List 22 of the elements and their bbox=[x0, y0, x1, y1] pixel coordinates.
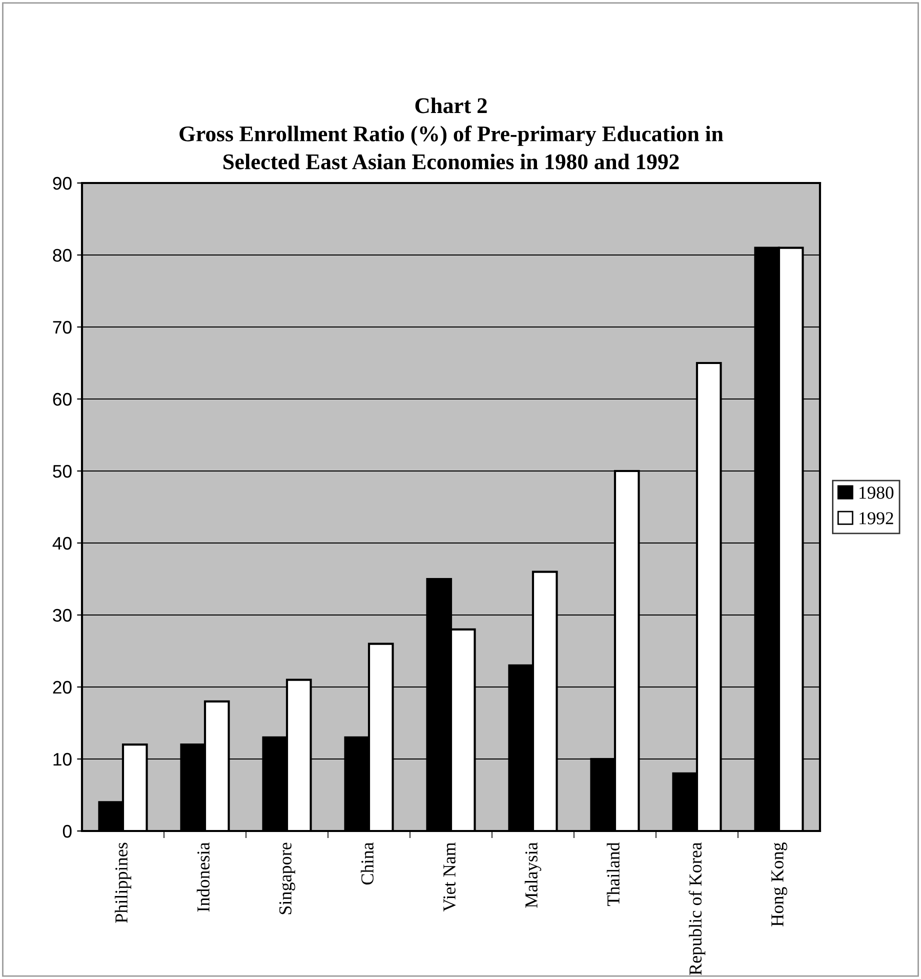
legend-label: 1992 bbox=[860, 512, 894, 524]
legend-label: 1980 bbox=[860, 486, 894, 499]
x-tick-label: Hong Kong bbox=[771, 842, 788, 926]
x-tick-label: Thailand bbox=[606, 842, 620, 906]
y-tick-label: 60 bbox=[53, 392, 72, 406]
x-tick-label: Viet Nam bbox=[443, 842, 456, 912]
y-tick-label: 80 bbox=[52, 248, 72, 262]
y-tick-label: 10 bbox=[54, 752, 72, 766]
y-tick-label: 30 bbox=[52, 608, 72, 622]
x-tick-label: Philippines bbox=[114, 842, 132, 923]
x-tick-label: China bbox=[360, 842, 374, 884]
x-tick-label: Malaysia bbox=[524, 842, 542, 908]
y-tick-label: 40 bbox=[52, 536, 72, 550]
y-tick-label: 20 bbox=[53, 680, 72, 694]
y-tick-label: 90 bbox=[53, 176, 72, 190]
y-tick-label: 70 bbox=[53, 320, 72, 334]
y-tick-label: 50 bbox=[52, 464, 72, 478]
x-tick-label: Indonesia bbox=[196, 842, 210, 912]
x-tick-label: Singapore bbox=[279, 842, 296, 914]
x-tick-label: Republic of Korea bbox=[688, 842, 706, 975]
y-tick-label: 0 bbox=[62, 824, 72, 838]
chart-title: Chart 2 Gross Enrollment Ratio (%) of Pre-primary Education in Selected East Asian Economies in 1980 and 1992 bbox=[180, 98, 724, 170]
